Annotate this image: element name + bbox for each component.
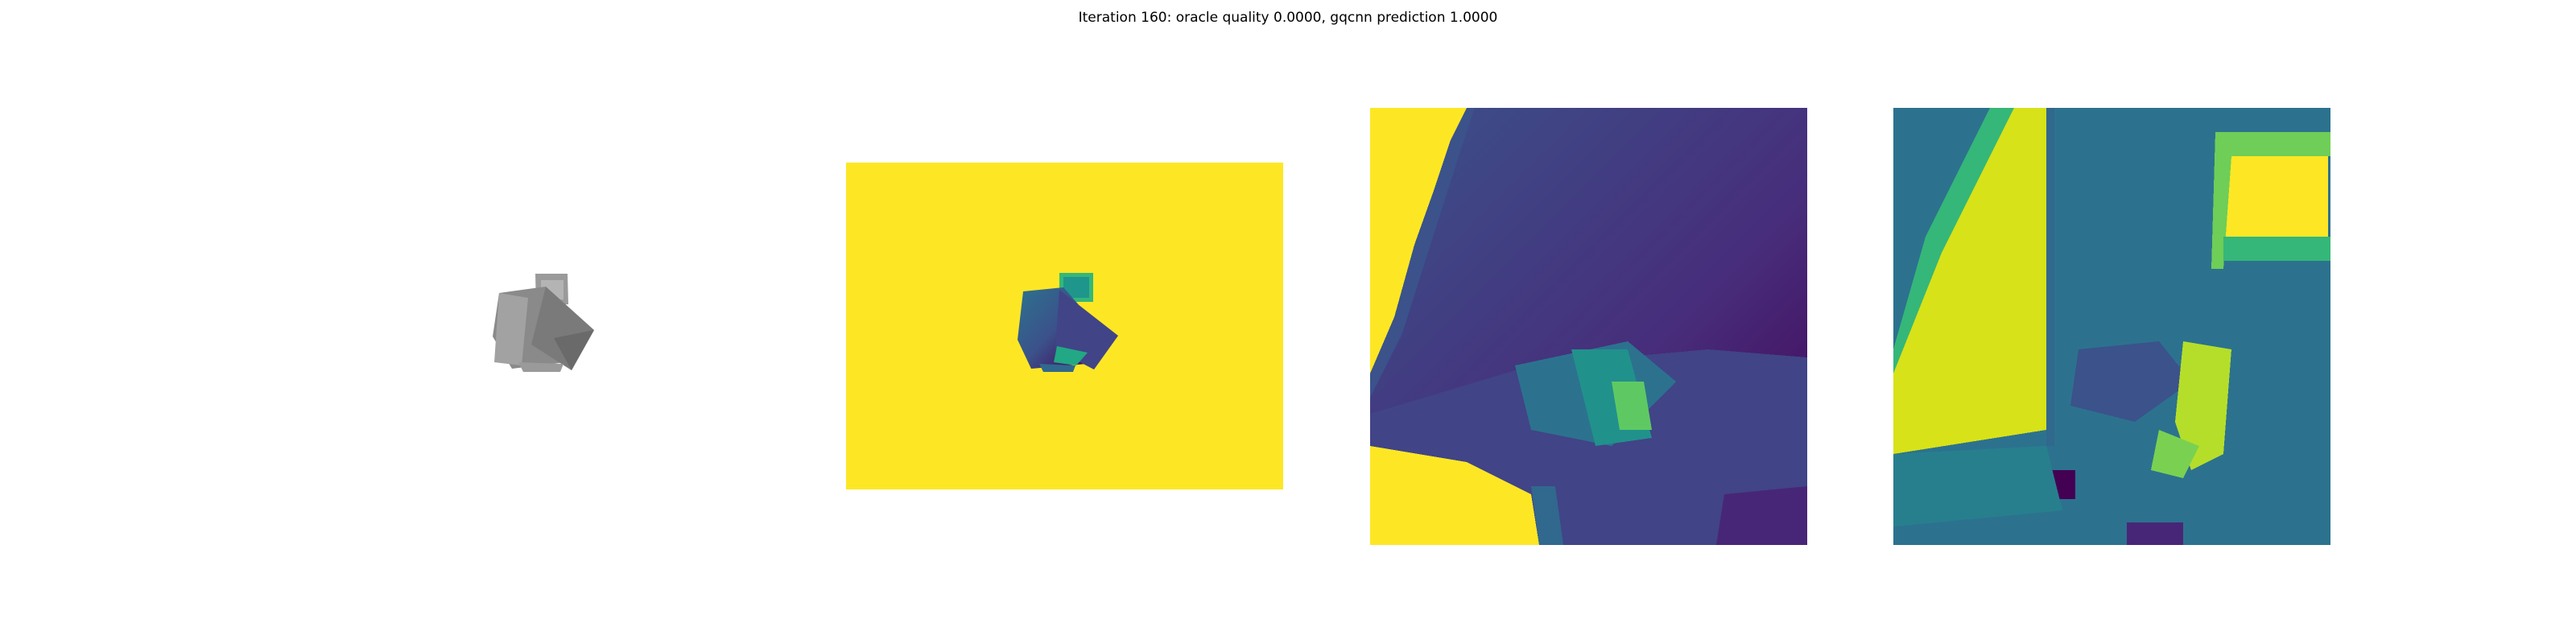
depth-image: [846, 163, 1283, 489]
figure-title: Iteration 160: oracle quality 0.0000, gq…: [1078, 10, 1498, 26]
object-render-image: [451, 242, 628, 419]
grasp-crop-image: [1893, 108, 2330, 545]
depth-crop-image: [1370, 108, 1807, 545]
